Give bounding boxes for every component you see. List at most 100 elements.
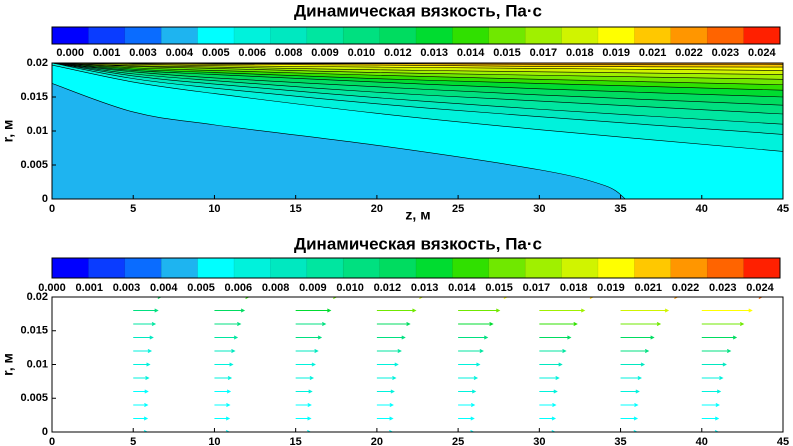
colorbar-label: 0.000 [38, 282, 66, 294]
colorbar-label: 0.003 [113, 282, 141, 294]
velocity-arrow [133, 308, 159, 313]
velocity-arrow [376, 349, 402, 353]
velocity-arrow [133, 322, 157, 326]
velocity-arrow [376, 416, 394, 421]
colorbar-band [634, 257, 672, 279]
colorbar-label: 0.019 [597, 282, 625, 294]
colorbar-label: 0.024 [748, 47, 776, 59]
colorbar-label: 0.012 [374, 282, 402, 294]
velocity-arrow [620, 430, 638, 432]
contour-line [52, 63, 783, 80]
x-tick-label: 25 [452, 436, 464, 446]
velocity-arrow [214, 335, 239, 340]
colorbar-band [452, 257, 490, 279]
colorbar-label: 0.013 [420, 47, 448, 59]
velocity-arrow [295, 362, 316, 367]
velocity-arrow [458, 362, 481, 367]
colorbar-label: 0.021 [639, 47, 667, 59]
contour-line [52, 63, 783, 91]
x-tick-label: 10 [208, 436, 220, 446]
velocity-arrow [295, 349, 319, 353]
velocity-arrow [295, 335, 323, 340]
colorbar-band [88, 26, 126, 45]
velocity-arrow [539, 376, 560, 380]
colorbar-label: 0.010 [348, 47, 376, 59]
velocity-arrow [701, 308, 753, 313]
colorbar-band [597, 257, 635, 279]
y-tick-label: 0 [42, 426, 48, 438]
velocity-arrow [539, 297, 595, 299]
y-tick-label: 0 [42, 193, 48, 205]
velocity-arrow [539, 430, 556, 432]
velocity-arrow [701, 403, 720, 407]
colorbar-label: 0.001 [93, 47, 121, 59]
colorbar-label: 0.022 [672, 282, 700, 294]
colorbar-label: 0.005 [202, 47, 230, 59]
velocity-arrow [620, 376, 642, 380]
contour-line [52, 63, 783, 75]
velocity-arrow [620, 335, 655, 340]
colorbar-label: 0.018 [560, 282, 588, 294]
colorbar-band [524, 257, 563, 279]
chart-title: Динамическая вязкость, Па·с [294, 234, 542, 253]
velocity-arrow [701, 389, 722, 394]
contour-line [52, 63, 783, 86]
x-tick-label: 15 [290, 203, 302, 215]
velocity-arrow [458, 322, 494, 326]
x-tick-label: 30 [533, 203, 545, 215]
colorbar-label: 0.010 [336, 282, 364, 294]
velocity-arrow [214, 403, 231, 407]
velocity-arrow [214, 416, 231, 421]
colorbar-label: 0.009 [299, 282, 327, 294]
plot-bg [52, 297, 783, 432]
colorbar-band [51, 26, 89, 45]
colorbar-band [597, 26, 635, 45]
velocity-arrow [376, 389, 395, 394]
contour-line [52, 63, 783, 135]
colorbar-band [415, 26, 453, 45]
y-axis-label: r, м [0, 120, 16, 143]
colorbar-label: 0.023 [709, 282, 737, 294]
contour-line [52, 64, 783, 152]
velocity-arrow [214, 322, 242, 326]
velocity-arrow [539, 349, 567, 353]
colorbar-band [51, 257, 89, 279]
x-tick-label: 35 [614, 436, 626, 446]
velocity-arrow [458, 416, 475, 421]
x-tick-label: 40 [696, 436, 708, 446]
velocity-arrow [620, 362, 646, 367]
y-tick-label: 0.01 [27, 125, 48, 137]
x-tick-label: 40 [696, 203, 708, 215]
velocity-arrow [620, 297, 679, 299]
velocity-arrow [701, 322, 745, 326]
colorbar-band [670, 257, 708, 279]
velocity-arrow [295, 297, 338, 299]
velocity-arrow [295, 389, 313, 394]
colorbar-band [270, 26, 308, 45]
velocity-arrow [133, 416, 149, 421]
contour-line [52, 83, 626, 199]
contour-line [52, 63, 783, 68]
colorbar-band [160, 26, 199, 45]
contour-line [52, 63, 783, 115]
x-tick-label: 35 [614, 203, 626, 215]
velocity-arrow [701, 335, 738, 340]
contour-line [52, 63, 783, 106]
velocity-arrow [458, 430, 475, 432]
y-axis-label: r, м [0, 353, 16, 376]
y-tick-label: 0.005 [20, 159, 48, 171]
colorbar-label: 0.014 [457, 47, 485, 59]
x-tick-label: 15 [290, 436, 302, 446]
x-tick-label: 20 [371, 436, 383, 446]
velocity-arrow [620, 308, 670, 313]
velocity-arrow [295, 376, 315, 380]
colorbar-band [561, 257, 599, 279]
x-tick-label: 10 [208, 203, 220, 215]
colorbar-label: 0.015 [493, 47, 521, 59]
y-tick-label: 0.015 [20, 325, 48, 337]
velocity-arrow [295, 416, 312, 421]
velocity-arrow [458, 376, 479, 380]
colorbar-band [634, 26, 672, 45]
x-tick-label: 20 [371, 203, 383, 215]
colorbar-label: 0.012 [384, 47, 412, 59]
